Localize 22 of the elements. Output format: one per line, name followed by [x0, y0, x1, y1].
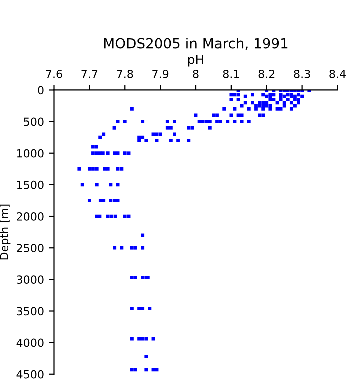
x-tick-label: 7.9	[152, 70, 169, 78]
y-tick-label: 1500	[17, 180, 44, 190]
y-tick-label: 4500	[16, 370, 44, 379]
y-tick-label: 2000	[17, 212, 44, 221]
x-tick-label: 7.8	[117, 70, 134, 78]
x-tick-label: 8.3	[294, 70, 310, 78]
x-axis-title: pH	[188, 55, 204, 67]
y-axis-title: Depth [m]	[0, 204, 11, 260]
x-tick-label: 7.6	[46, 70, 62, 78]
x-tick-label: 8.1	[223, 70, 240, 78]
x-tick-label: 8.4	[330, 70, 346, 78]
y-tick-label: 3000	[17, 276, 44, 284]
x-tick-label: 8	[193, 70, 199, 78]
y-tick-label: 2500	[17, 244, 44, 252]
x-tick-label: 8.2	[258, 70, 275, 78]
x-tick-label: 7.7	[82, 70, 98, 78]
y-tick-label: 0	[38, 86, 44, 95]
y-tick-label: 500	[24, 118, 44, 126]
chart-title: MODS2005 in March, 1991	[104, 38, 288, 50]
y-tick-label: 3500	[17, 307, 44, 316]
y-tick-label: 4000	[16, 338, 44, 348]
y-tick-label: 1000	[17, 149, 44, 158]
